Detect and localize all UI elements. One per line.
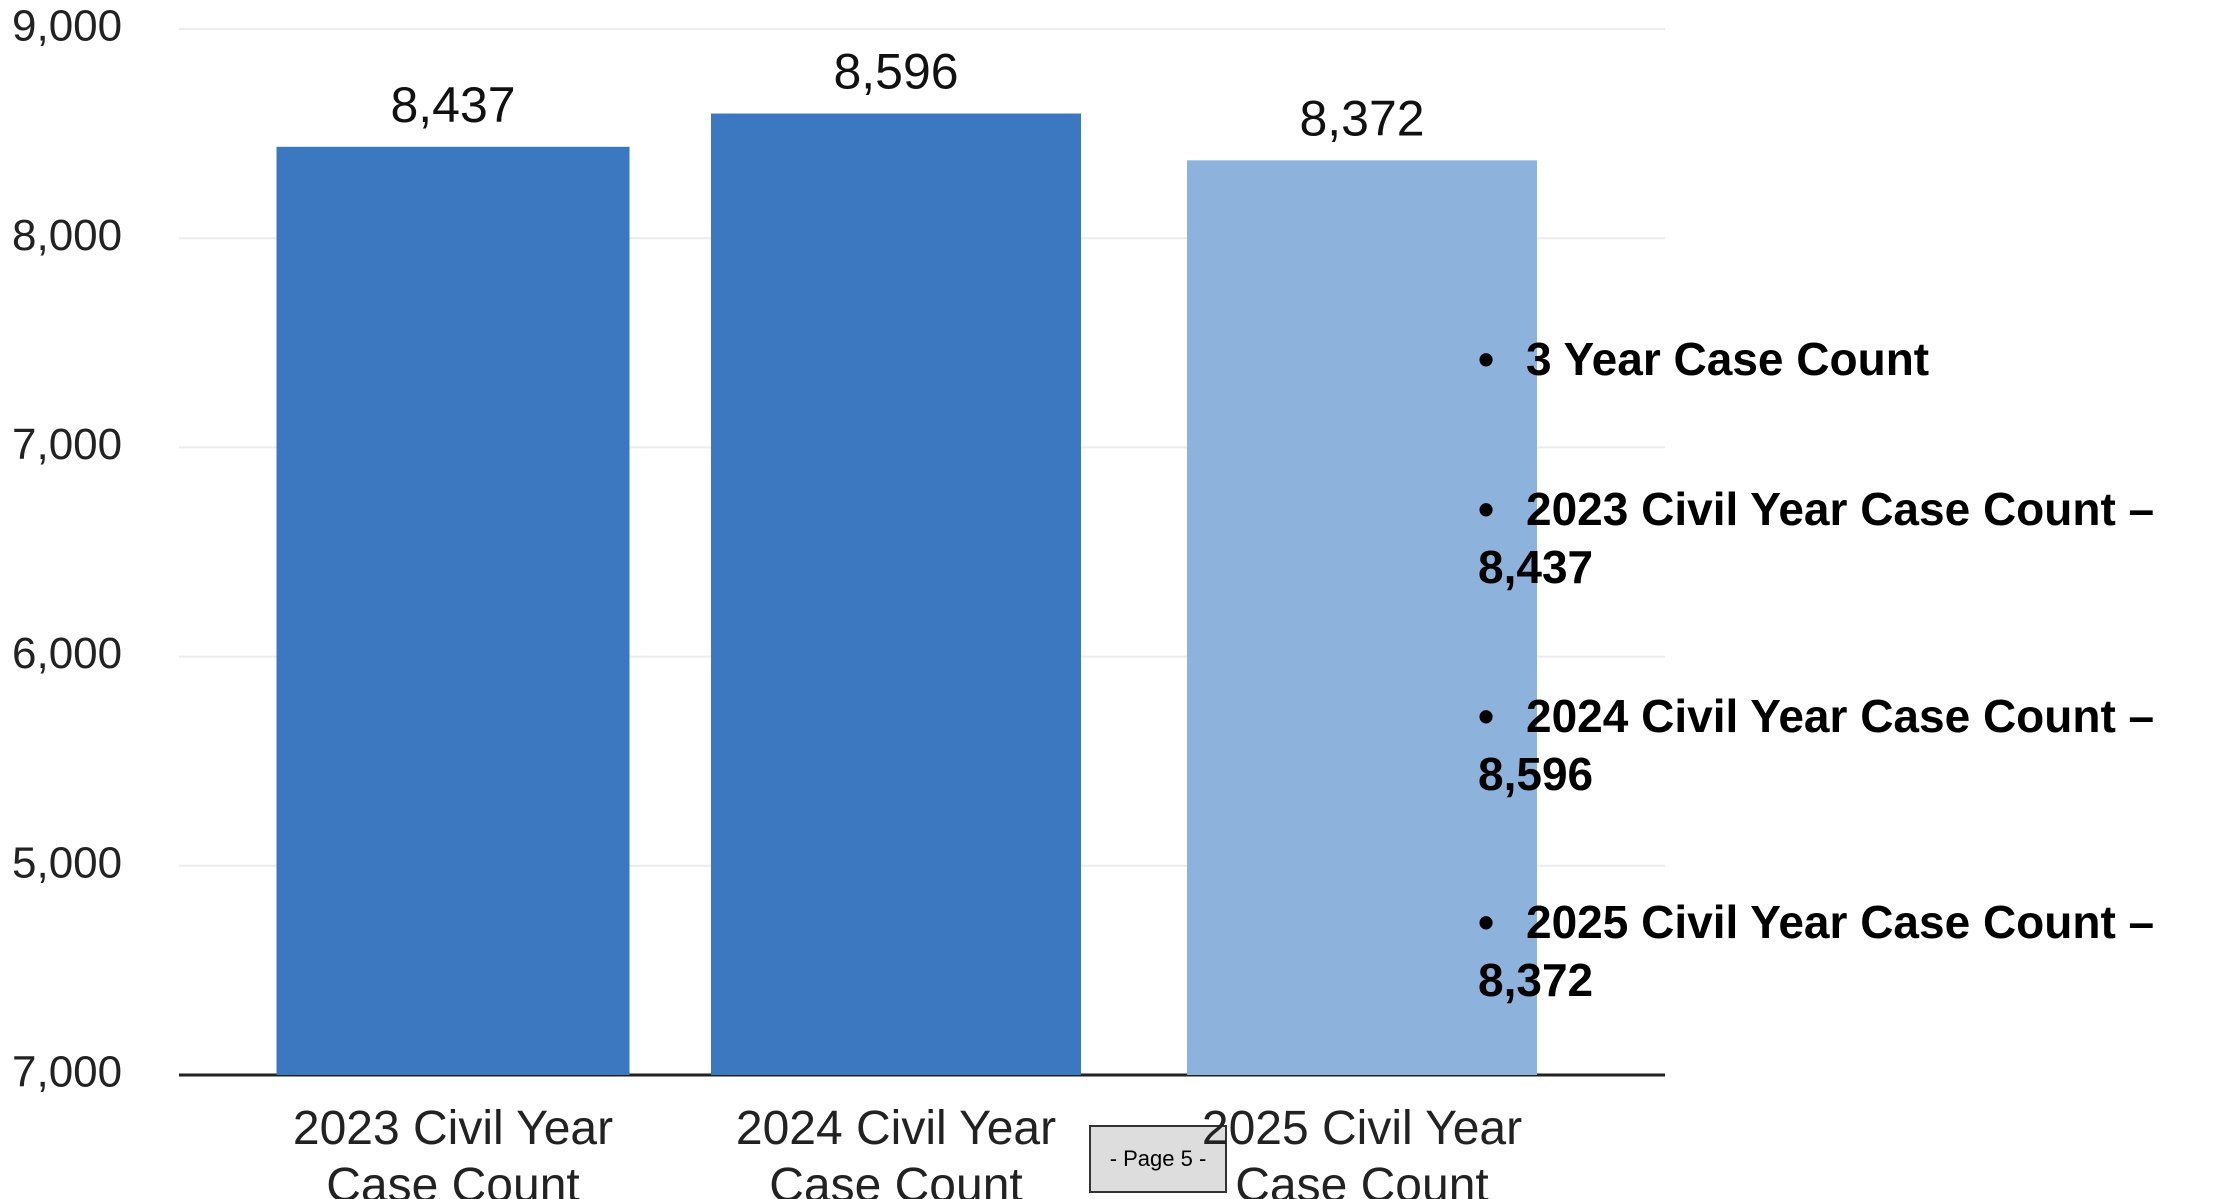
note-bullet: 2025 Civil Year Case Count – 8,372 — [1478, 893, 2223, 1009]
bar — [276, 146, 630, 1075]
y-tick-label: 8,000 — [12, 211, 122, 260]
value-label: 8,437 — [390, 77, 515, 133]
value-label: 8,596 — [833, 44, 958, 100]
y-axis-bottom-label: 7,000 — [12, 1048, 122, 1097]
note-bullet: 2024 Civil Year Case Count – 8,596 — [1478, 687, 2223, 803]
y-tick-label: 7,000 — [12, 420, 122, 469]
y-tick-label: 6,000 — [12, 629, 122, 678]
x-tick-label: 2023 Civil Year Case Count — [292, 1102, 614, 1199]
x-tick-label: 2024 Civil Year Case Count — [735, 1102, 1057, 1199]
note-bullet: 3 Year Case Count — [1478, 330, 2223, 388]
bar — [711, 113, 1081, 1076]
y-tick-label: 5,000 — [12, 838, 122, 887]
y-tick-label: 9,000 — [12, 2, 122, 51]
value-label: 8,372 — [1299, 91, 1424, 147]
page-label: - Page 5 - — [1089, 1125, 1227, 1193]
note-bullet: 2023 Civil Year Case Count – 8,437 — [1478, 480, 2223, 596]
x-tick-label: 2025 Civil Year Case Count — [1201, 1102, 1523, 1199]
